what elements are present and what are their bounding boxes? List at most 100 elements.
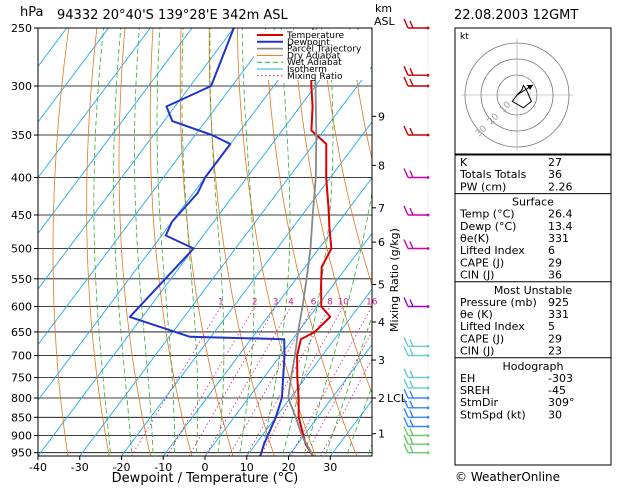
height-tick-label: 5 xyxy=(378,279,385,292)
wind-barb-flag xyxy=(404,66,408,75)
wind-barb xyxy=(404,444,429,454)
index-value: 925 xyxy=(548,296,569,309)
legend-entry: Mixing Ratio xyxy=(287,72,343,82)
wind-barb-flag xyxy=(404,427,408,436)
wind-barb xyxy=(404,369,429,379)
temperature-tick-label: -40 xyxy=(29,461,47,474)
wind-barb-dot xyxy=(427,397,430,400)
pressure-tick-label: 550 xyxy=(11,273,32,286)
temperature-tick-label: 30 xyxy=(323,461,337,474)
pressure-tick-label: 300 xyxy=(11,80,32,93)
mixing-ratio-label: 4 xyxy=(288,297,294,307)
index-label: StmDir xyxy=(460,396,499,409)
wind-barb-flag xyxy=(404,369,408,378)
mixing-ratio-label: 3 xyxy=(273,297,279,307)
pressure-tick-label: 650 xyxy=(11,326,32,339)
wind-barb-flag xyxy=(404,77,408,86)
height-tick-label: 1 xyxy=(378,428,385,441)
height-tick-label: 4 xyxy=(378,316,385,329)
series-dewpoint xyxy=(130,28,285,458)
pressure-tick-label: 750 xyxy=(11,371,32,384)
index-value: 29 xyxy=(548,332,562,345)
height-tick-label: 7 xyxy=(378,202,385,215)
wind-barb-flag xyxy=(410,420,413,427)
index-label: Totals Totals xyxy=(459,168,527,181)
wind-barb-flag xyxy=(410,401,413,408)
wind-barb-flag xyxy=(410,446,413,453)
wind-barb-dot xyxy=(427,451,430,454)
height-tick-label: 3 xyxy=(378,354,385,367)
index-value: 27 xyxy=(548,156,562,169)
wind-barb xyxy=(404,347,429,357)
wind-barb-dot xyxy=(427,434,430,437)
plot-frame xyxy=(38,28,372,456)
index-label: θe(K) xyxy=(460,232,489,245)
wind-barb xyxy=(404,77,429,87)
height-tick-label: 6 xyxy=(378,236,385,249)
index-value: 331 xyxy=(548,308,569,321)
wind-barb-flag xyxy=(410,339,413,346)
wind-barb-dot xyxy=(427,354,430,357)
mixing-ratio-line xyxy=(205,307,291,457)
wind-barb-flag xyxy=(404,126,408,135)
wind-barb-flag xyxy=(404,337,408,346)
index-value: 36 xyxy=(548,168,562,181)
pressure-tick-label: 900 xyxy=(11,429,32,442)
pressure-tick-label: 500 xyxy=(11,242,32,255)
dry-adiabat-line xyxy=(119,28,151,456)
index-label: Temp (°C) xyxy=(459,208,515,221)
copyright-label: © WeatherOnline xyxy=(455,470,560,484)
wind-barb xyxy=(404,427,429,437)
wind-barb xyxy=(404,66,429,76)
wind-barb xyxy=(404,19,429,29)
height-unit-bottom: ASL xyxy=(374,15,396,28)
mixing-ratio-label: 2 xyxy=(252,297,258,307)
pressure-tick-label: 400 xyxy=(11,172,32,185)
wind-barb xyxy=(404,399,429,409)
mixing-ratio-label: 6 xyxy=(311,297,317,307)
wind-barb-dot xyxy=(427,376,430,379)
index-label: PW (cm) xyxy=(460,180,506,193)
dry-adiabat-line xyxy=(237,28,315,456)
pressure-axis: 2503003504004505005506006507007508008509… xyxy=(11,22,38,460)
index-value: 6 xyxy=(548,244,555,257)
mixing-ratio-label: 10 xyxy=(337,297,349,307)
index-value: 26.4 xyxy=(548,208,573,221)
wind-barb-flag xyxy=(404,435,408,444)
index-label: CAPE (J) xyxy=(460,332,504,345)
wind-barbs xyxy=(404,19,429,456)
wind-barb xyxy=(404,379,429,389)
height-tick-label: 8 xyxy=(378,159,385,172)
index-label: CIN (J) xyxy=(460,269,494,282)
wind-barb-dot xyxy=(427,345,430,348)
mixing-ratio-label: 1 xyxy=(218,297,224,307)
wind-barb-flag xyxy=(404,206,408,215)
lcl-label: LCL xyxy=(387,392,408,405)
index-value: 2.26 xyxy=(548,180,573,193)
index-value: 309° xyxy=(548,396,575,409)
index-label: Dewp (°C) xyxy=(460,220,516,233)
index-value: 13.4 xyxy=(548,220,573,233)
wind-barb-flag xyxy=(410,410,413,417)
wind-barb-flag xyxy=(404,298,408,307)
wind-barb-flag xyxy=(404,444,408,453)
index-label: StmSpd (kt) xyxy=(460,408,526,421)
wind-barb-dot xyxy=(427,416,430,419)
index-value: -303 xyxy=(548,372,573,385)
wind-barb-flag xyxy=(410,208,413,215)
wind-barb xyxy=(404,298,429,308)
dry-adiabat-line xyxy=(180,28,233,456)
wind-barb xyxy=(404,337,429,347)
wind-barb-flag xyxy=(404,169,408,178)
pressure-tick-label: 800 xyxy=(11,392,32,405)
wind-barb-flag xyxy=(404,240,408,249)
height-tick-label: 2 xyxy=(378,392,385,405)
wind-barb-flag xyxy=(410,371,413,378)
temperature-tick-label: -30 xyxy=(71,461,89,474)
height-tick-label: 9 xyxy=(378,110,385,123)
wind-barb-dot xyxy=(427,176,430,179)
pressure-tick-label: 850 xyxy=(11,411,32,424)
wind-barb-dot xyxy=(427,134,430,137)
